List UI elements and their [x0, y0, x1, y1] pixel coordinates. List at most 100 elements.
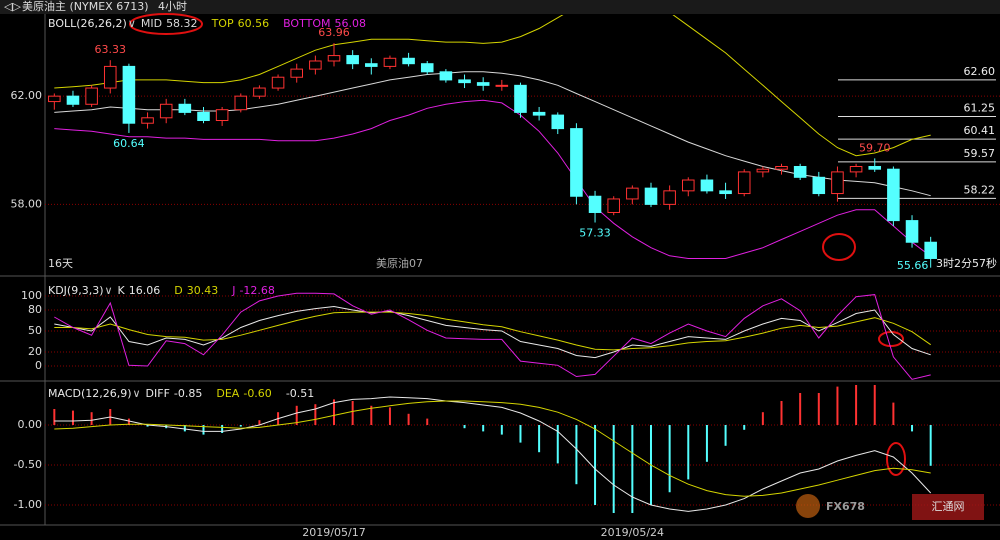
candle-body [103, 65, 117, 89]
candle-body [514, 84, 527, 113]
candle-body [383, 57, 397, 67]
candle-body [700, 179, 714, 192]
candle-body [346, 55, 359, 65]
watermark-logo [796, 494, 820, 518]
candle-body [215, 109, 229, 122]
legend-value: -0.51 [286, 387, 314, 400]
dropdown-icon: ∨ [105, 284, 113, 297]
price-annotation: 57.33 [579, 226, 611, 239]
candle-body [551, 114, 565, 130]
candle-body [737, 171, 751, 195]
y-tick-label: -0.50 [14, 458, 42, 471]
legend-label: TOP [211, 17, 234, 30]
indicator-line [54, 292, 931, 380]
price-annotation: 63.96 [318, 26, 350, 39]
price-annotation: 63.33 [95, 43, 127, 56]
candle-body [607, 198, 620, 213]
top-bar [0, 0, 1000, 14]
indicator-line [54, 400, 931, 497]
legend-value: -12.68 [239, 284, 274, 297]
candle-body [775, 165, 788, 170]
legend-label: K [118, 284, 126, 297]
indicator-name[interactable]: KDJ(9,3,3) [48, 284, 104, 297]
candle-body [271, 76, 285, 89]
highlight-circle [886, 442, 906, 476]
legend-value: -0.60 [243, 387, 271, 400]
level-label: 58.22 [964, 183, 996, 196]
indicator-name[interactable]: BOLL(26,26,2) [48, 17, 127, 30]
y-tick-label: 62.00 [11, 89, 43, 102]
level-label: 59.57 [964, 147, 996, 160]
candle-body [831, 171, 844, 195]
legend-label: D [174, 284, 182, 297]
indicator-name[interactable]: MACD(12,26,9) [48, 387, 132, 400]
nav-icon[interactable]: ◁▷ [4, 0, 21, 13]
watermark: FX678 汇通网 [796, 494, 984, 520]
candle-body [532, 111, 546, 116]
footer-left: 16天 [48, 257, 73, 270]
watermark-box [912, 494, 984, 520]
level-label: 60.41 [964, 124, 996, 137]
y-tick-label: 100 [21, 289, 42, 302]
candle-body [905, 220, 919, 243]
candle-body [439, 71, 453, 81]
legend-value: 56.08 [334, 17, 366, 30]
highlight-circle [129, 13, 203, 35]
legend-value: 60.56 [238, 17, 270, 30]
plot-area [45, 292, 1000, 380]
candle-body [793, 165, 807, 178]
level-label: 62.60 [964, 65, 996, 78]
candle-body [458, 79, 471, 84]
legend-label: J [231, 284, 235, 297]
y-tick-label: -1.00 [14, 498, 42, 511]
candle-body [197, 111, 210, 122]
candle-body [719, 190, 732, 195]
candle-body [570, 128, 583, 197]
footer-center: 美原油07 [376, 256, 423, 270]
candle-body [66, 95, 80, 105]
plot-area [45, 385, 1000, 513]
candle-body [887, 168, 900, 222]
legend-label: DEA [216, 387, 239, 400]
price-annotation: 60.64 [113, 137, 145, 150]
candle-body [849, 165, 863, 173]
period[interactable]: 4小时 [158, 0, 187, 13]
candle-body [495, 84, 509, 87]
candle-body [290, 68, 303, 78]
legend-value: -0.85 [174, 387, 202, 400]
footer-right: 3时2分57秒 [936, 256, 997, 270]
candle-body [48, 95, 61, 103]
candle-body [309, 60, 322, 70]
candle-body [365, 63, 378, 67]
legend-value: 58.32 [166, 17, 198, 30]
symbol: 美原油主 (NYMEX 6713) [22, 0, 149, 13]
y-tick-label: 80 [28, 303, 42, 316]
candle-body [682, 179, 695, 192]
candle-body [159, 103, 173, 119]
legend-value: 16.06 [129, 284, 161, 297]
candle-body [253, 87, 266, 97]
y-tick-label: 50 [28, 324, 42, 337]
indicator-line [54, 99, 932, 259]
candle-body [588, 195, 602, 213]
y-tick-label: 0.00 [18, 418, 43, 431]
candle-body [868, 165, 882, 170]
dropdown-icon: ∨ [128, 17, 136, 30]
dropdown-icon: ∨ [133, 387, 141, 400]
candle-body [85, 87, 98, 105]
candle-body [924, 241, 937, 259]
legend-label: MID [141, 17, 162, 30]
price-annotation: 55.66 [897, 259, 929, 272]
candle-body [234, 95, 248, 111]
y-tick-label: 58.00 [11, 197, 43, 210]
y-tick-label: 0 [35, 359, 42, 372]
candle-body [626, 187, 639, 200]
indicator-line [54, 15, 931, 157]
legend-label: DIFF [146, 387, 170, 400]
legend-value: 30.43 [187, 284, 219, 297]
x-tick-label: 2019/05/24 [601, 526, 664, 539]
candle-body [812, 176, 826, 195]
indicator-line [54, 396, 932, 512]
